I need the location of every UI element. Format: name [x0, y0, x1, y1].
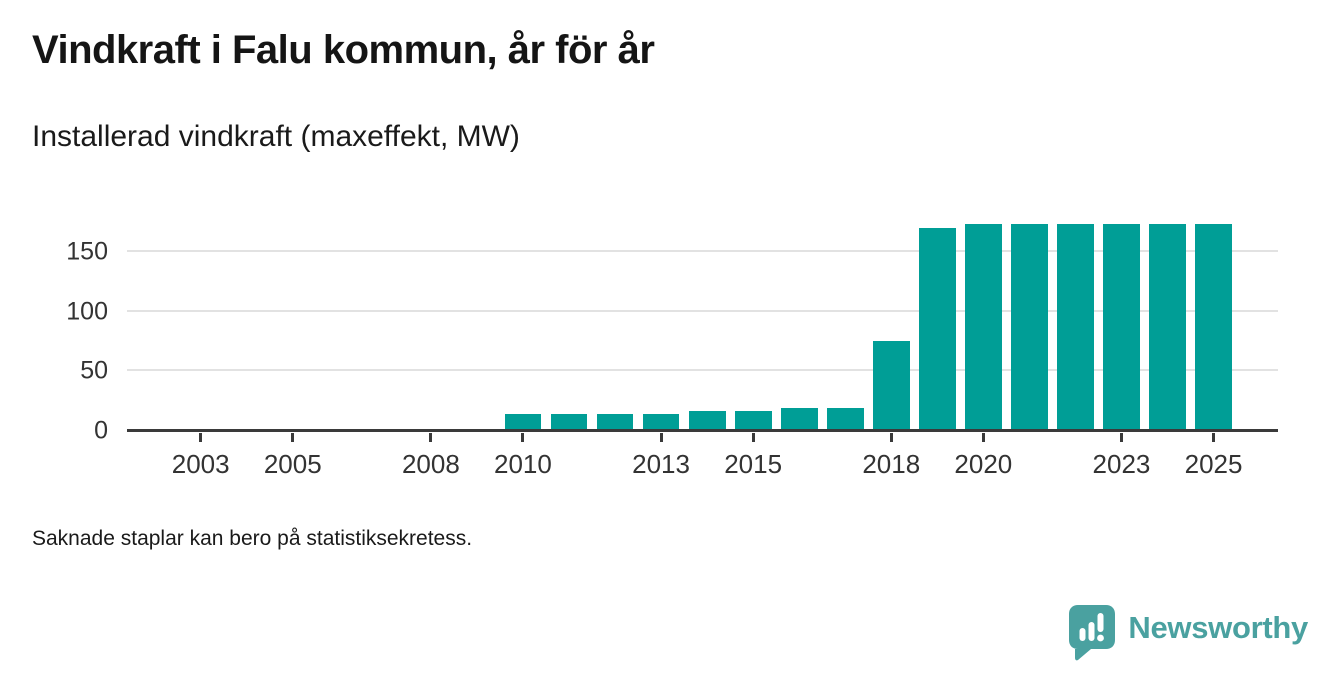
bar-2017 [826, 408, 864, 431]
x-axis-tick-2018 [889, 433, 893, 442]
bar-2012 [596, 414, 634, 431]
x-axis-label-2020: 2020 [954, 449, 1013, 479]
y-axis-label-100: 100 [66, 297, 108, 326]
chart-title: Vindkraft i Falu kommun, år för år [32, 28, 655, 72]
bar-2015 [734, 410, 772, 431]
y-axis-label-150: 150 [66, 237, 108, 266]
gridline-50 [127, 369, 1278, 372]
gridline-150 [127, 249, 1278, 252]
bar-2020 [964, 224, 1002, 431]
x-axis-tick-2020 [981, 433, 985, 442]
bar-2021 [1010, 224, 1048, 431]
x-axis-line [127, 429, 1278, 432]
chart-subtitle: Installerad vindkraft (maxeffekt, MW) [32, 120, 520, 153]
x-axis-label-2013: 2013 [632, 449, 690, 479]
x-axis-tick-2013 [659, 433, 663, 442]
gridline-100 [127, 309, 1278, 312]
x-axis-tick-2010 [521, 433, 525, 442]
bar-2016 [780, 408, 818, 431]
bar-2019 [918, 227, 956, 431]
bar-2018 [872, 341, 910, 431]
bar-2023 [1103, 224, 1140, 431]
bar-2013 [642, 414, 680, 431]
bar-2022 [1057, 224, 1094, 431]
newsworthy-logo-icon [1069, 605, 1116, 661]
x-axis-tick-2023 [1119, 433, 1123, 442]
footnote: Saknade staplar kan bero på statistiksek… [32, 527, 473, 550]
x-axis-tick-2025 [1212, 433, 1216, 442]
x-axis-label-2018: 2018 [862, 449, 921, 479]
x-axis-label-2010: 2010 [494, 449, 552, 479]
x-axis-label-2025: 2025 [1184, 449, 1243, 479]
bar-2025 [1195, 224, 1232, 431]
y-axis-label-0: 0 [94, 416, 108, 445]
bar-2024 [1149, 224, 1186, 431]
x-axis-label-2003: 2003 [171, 449, 230, 479]
bar-2010 [504, 414, 542, 431]
x-axis-label-2008: 2008 [401, 449, 460, 479]
bar-2011 [550, 414, 588, 431]
bar-2014 [688, 410, 726, 431]
x-axis-tick-2008 [429, 433, 433, 442]
plot-area: 0 50 100 150 2003 2005 2008 2010 2013 2015 2018 202… [66, 210, 1278, 477]
y-axis-label-50: 50 [80, 356, 108, 385]
x-axis-tick-2003 [199, 433, 203, 442]
brand: Newsworthy [1067, 604, 1308, 661]
x-axis-label-2015: 2015 [724, 449, 783, 479]
x-axis-tick-2005 [291, 433, 295, 442]
x-axis-tick-2015 [751, 433, 755, 442]
x-axis-label-2005: 2005 [263, 449, 322, 479]
brand-name: Newsworthy [1128, 610, 1308, 645]
x-axis-label-2023: 2023 [1092, 449, 1151, 479]
